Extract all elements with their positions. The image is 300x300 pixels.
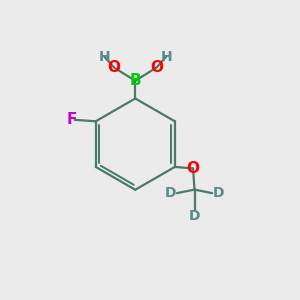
- Text: H: H: [160, 50, 172, 64]
- Text: O: O: [108, 60, 121, 75]
- Text: D: D: [189, 209, 200, 223]
- Text: B: B: [130, 73, 141, 88]
- Text: O: O: [150, 60, 163, 75]
- Text: F: F: [66, 112, 77, 127]
- Text: D: D: [165, 186, 177, 200]
- Text: O: O: [187, 161, 200, 176]
- Text: H: H: [98, 50, 110, 64]
- Text: D: D: [212, 186, 224, 200]
